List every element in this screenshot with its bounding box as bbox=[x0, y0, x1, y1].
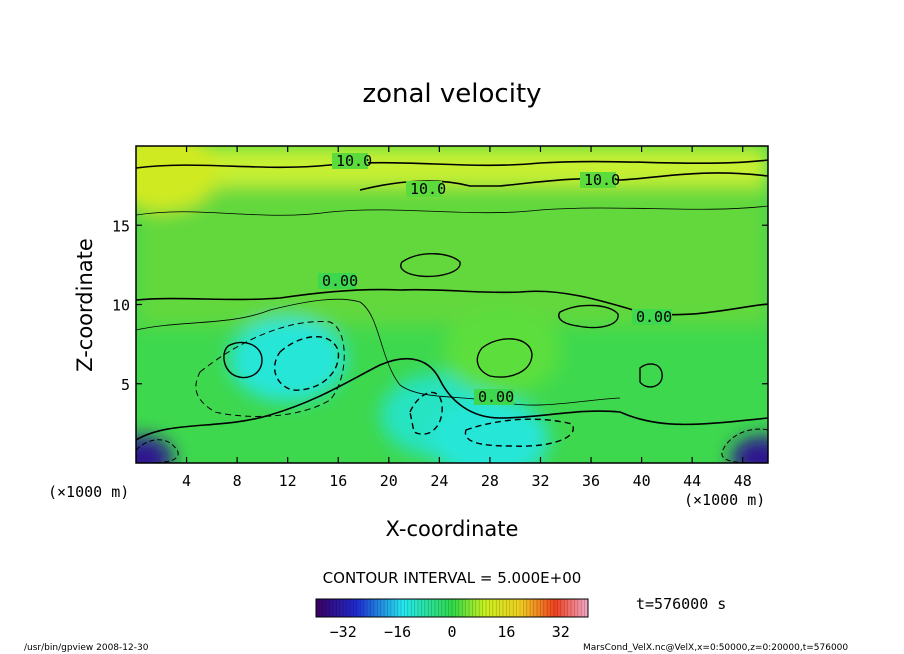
field-blob bbox=[228, 317, 347, 402]
contour-line bbox=[273, 335, 340, 391]
colorbar-ticks: −32 −16 0 16 32 bbox=[330, 623, 570, 641]
colorbar-tick-label: −16 bbox=[384, 623, 411, 641]
field-blob bbox=[136, 146, 221, 212]
contour-labels: 10.0 10.0 10.0 0.00 0.00 0.00 bbox=[318, 152, 672, 406]
x-tick-label: 40 bbox=[633, 472, 651, 490]
colorbar-tick-label: 16 bbox=[497, 623, 515, 641]
contour-label: 10.0 bbox=[410, 180, 446, 198]
contour-line bbox=[639, 363, 663, 388]
contour-line bbox=[136, 205, 768, 216]
contour-label: 0.00 bbox=[636, 308, 672, 326]
x-tick-label: 4 bbox=[182, 472, 191, 490]
x-tick-label: 20 bbox=[380, 472, 398, 490]
contour-line bbox=[136, 439, 179, 463]
time-label: t=576000 s bbox=[636, 595, 726, 613]
colorbar-stripes bbox=[319, 599, 585, 617]
contour-line bbox=[136, 159, 768, 169]
y-tick-label: 10 bbox=[112, 297, 130, 315]
footer-left: /usr/bin/gpview 2008-12-30 bbox=[24, 643, 149, 653]
y-tick-label: 15 bbox=[112, 217, 130, 235]
contour-label: 10.0 bbox=[584, 171, 620, 189]
field-blob bbox=[443, 310, 562, 395]
y-tick-label: 5 bbox=[121, 376, 130, 394]
contour-line bbox=[400, 253, 461, 278]
x-tick-label: 8 bbox=[233, 472, 242, 490]
x-axis-label: X-coordinate bbox=[386, 517, 519, 541]
contour-label: 0.00 bbox=[478, 388, 514, 406]
x-tick-label: 24 bbox=[430, 472, 448, 490]
colorbar-tick-label: 32 bbox=[552, 623, 570, 641]
velocity-field bbox=[136, 146, 768, 463]
x-unit-right: (×1000 m) bbox=[684, 491, 765, 509]
x-tick-label: 28 bbox=[481, 472, 499, 490]
contour-interval: CONTOUR INTERVAL = 5.000E+00 bbox=[323, 569, 582, 587]
contour-line bbox=[136, 357, 768, 441]
contour-line bbox=[223, 341, 263, 379]
x-axis: 4 8 12 16 20 24 28 32 36 40 44 48 bbox=[182, 146, 752, 490]
x-tick-label: 16 bbox=[329, 472, 347, 490]
x-tick-label: 36 bbox=[582, 472, 600, 490]
contour-line bbox=[476, 338, 533, 378]
field-blob bbox=[730, 436, 768, 463]
contour-line bbox=[558, 304, 619, 329]
contour-line bbox=[195, 321, 345, 417]
contour-label: 10.0 bbox=[336, 152, 372, 170]
colorbar-tick-label: −32 bbox=[330, 623, 357, 641]
x-tick-label: 12 bbox=[279, 472, 297, 490]
x-tick-label: 32 bbox=[531, 472, 549, 490]
contour-label: 0.00 bbox=[322, 272, 358, 290]
chart-title: zonal velocity bbox=[362, 79, 541, 109]
contour-line bbox=[136, 298, 621, 406]
field-blob bbox=[431, 397, 549, 463]
footer-right: MarsCond_VelX.nc@VelX,x=0:50000,z=0:2000… bbox=[583, 643, 848, 653]
contour-line bbox=[464, 418, 574, 447]
x-tick-label: 48 bbox=[734, 472, 752, 490]
y-axis: 5 10 15 bbox=[112, 217, 768, 394]
field-blob bbox=[136, 436, 174, 463]
x-tick-label: 44 bbox=[683, 472, 701, 490]
field-band bbox=[136, 186, 768, 326]
colorbar-tick-label: 0 bbox=[447, 623, 456, 641]
y-axis-label: Z-coordinate bbox=[73, 238, 97, 372]
x-unit-left: (×1000 m) bbox=[48, 483, 129, 501]
colorbar bbox=[315, 598, 589, 618]
